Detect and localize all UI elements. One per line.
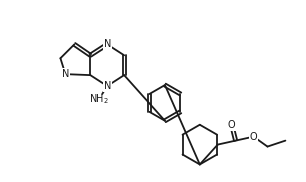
Text: NH$_2$: NH$_2$ bbox=[89, 92, 109, 106]
Text: N: N bbox=[103, 39, 111, 49]
Text: N: N bbox=[103, 81, 111, 91]
Text: O: O bbox=[250, 132, 257, 142]
Text: O: O bbox=[228, 120, 235, 130]
Text: N: N bbox=[62, 69, 69, 79]
